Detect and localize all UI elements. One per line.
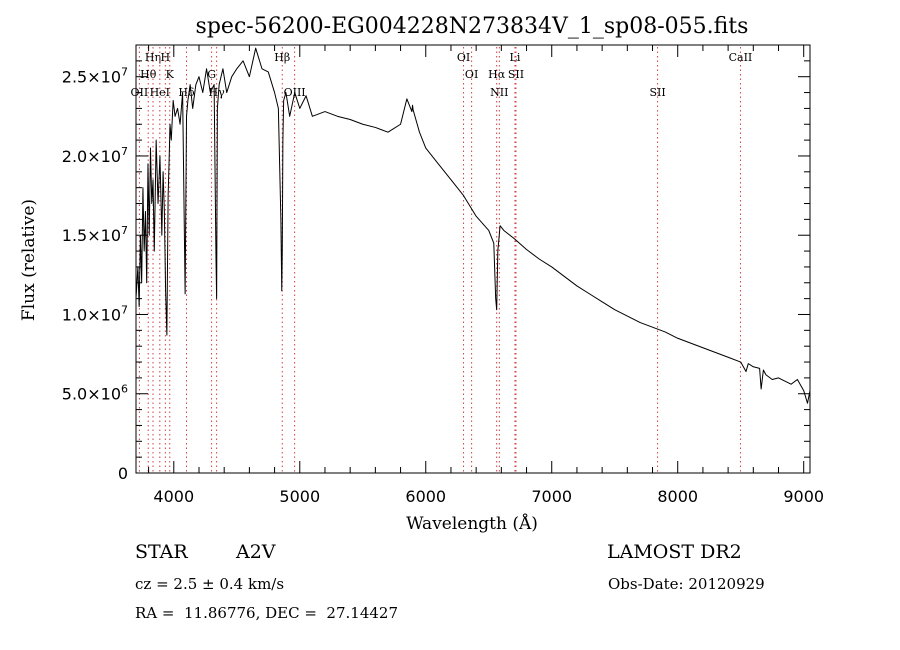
y-tick-mantissa: 5.0×10 (62, 385, 121, 404)
y-tick-mantissa: 0 (118, 464, 128, 483)
spectral-line-label: Hθ (140, 68, 157, 81)
spectral-line-label: OI (457, 51, 470, 64)
y-tick-exponent: 7 (121, 66, 128, 79)
redshift-text: cz = 2.5 ± 0.4 km/s (135, 575, 285, 593)
spectral-line-label: Li (510, 51, 521, 64)
y-tick-label: 5.0×106 (62, 383, 128, 404)
obs-date-text: Obs-Date: 20120929 (608, 575, 765, 593)
y-tick-exponent: 6 (121, 383, 128, 396)
y-tick-label: 1.0×107 (62, 303, 128, 324)
y-tick-label: 0 (118, 464, 128, 483)
y-tick-mantissa: 1.5×10 (62, 226, 121, 245)
x-tick-label: 9000 (783, 487, 824, 506)
survey-name: LAMOST DR2 (607, 541, 742, 563)
spectral-line-label: K (166, 68, 175, 81)
axis-ticks: 4000 5000 6000 7000 8000 900005.0×1061.0×1071… (62, 45, 824, 506)
spectrum-line (135, 47, 811, 404)
x-tick-label: 6000 (405, 487, 446, 506)
spectral-line-label: Hγ (209, 86, 226, 99)
spectral-line-label: HeI (150, 86, 170, 99)
spectral-line-label: Hδ (178, 86, 195, 99)
y-axis-label: Flux (relative) (19, 199, 39, 321)
x-tick-label: 7000 (531, 487, 572, 506)
y-tick-mantissa: 2.5×10 (62, 68, 121, 87)
spectral-line-label: OI (465, 68, 478, 81)
spectral-line-label: NII (490, 86, 508, 99)
coordinates-text: RA = 11.86776, DEC = 27.14427 (135, 604, 399, 622)
spectral-line-label: Hβ (274, 51, 290, 64)
y-tick-label: 1.5×107 (62, 224, 128, 245)
series-layer (135, 47, 811, 404)
x-tick-label: 4000 (153, 487, 194, 506)
y-tick-exponent: 7 (121, 224, 128, 237)
x-tick-label: 8000 (657, 487, 698, 506)
spectral-line-label: CaII (729, 51, 753, 64)
spectral-line-label: SII (508, 68, 524, 81)
y-tick-mantissa: 1.0×10 (62, 305, 121, 324)
object-subclass: A2V (236, 541, 276, 563)
spectral-line-label: Hα (488, 68, 506, 81)
y-tick-mantissa: 2.0×10 (62, 147, 121, 166)
y-tick-exponent: 7 (121, 145, 128, 158)
x-axis-label: Wavelength (Å) (406, 513, 538, 534)
y-tick-label: 2.5×107 (62, 66, 128, 87)
spectral-line-label: H (161, 51, 171, 64)
spectral-line-label: Hη (145, 51, 161, 64)
spectral-line-label: G (207, 68, 216, 81)
y-tick-exponent: 7 (121, 303, 128, 316)
y-tick-label: 2.0×107 (62, 145, 128, 166)
object-class: STAR (135, 541, 188, 563)
plot-frame (135, 44, 811, 474)
x-tick-label: 5000 (279, 487, 320, 506)
chart-title: spec-56200-EG004228N273834V_1_sp08-055.f… (196, 14, 749, 39)
spectral-line-label: SII (649, 86, 665, 99)
